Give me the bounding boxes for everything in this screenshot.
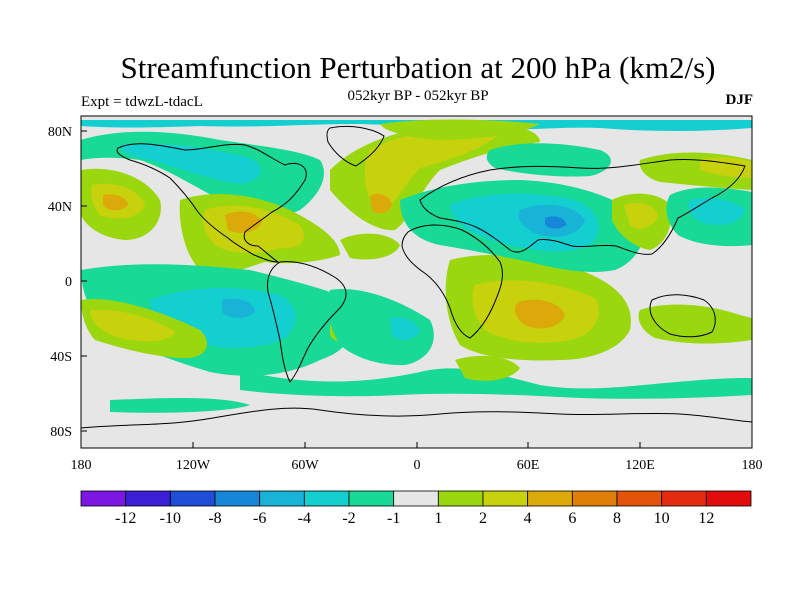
contour-fill: [81, 116, 752, 448]
negative-region: [327, 289, 434, 366]
lon-axis: 180 120W 60W 0 60E 120E 180: [71, 442, 763, 473]
positive-region: [103, 194, 128, 211]
negative-region: [390, 317, 420, 340]
colorbar-label: 4: [524, 510, 532, 527]
lat-label: 40N: [48, 200, 72, 215]
colorbar-swatch: [705, 490, 752, 507]
colorbar-swatch: [616, 490, 663, 507]
colorbar-swatch: [125, 490, 171, 507]
positive-region: [455, 355, 520, 381]
positive-region: [225, 211, 262, 233]
colorbar-swatch: [482, 490, 529, 507]
positive-region: [514, 299, 565, 329]
colorbar-swatch: [303, 490, 350, 507]
colorbar-label: 1: [434, 510, 442, 527]
negative-region: [222, 298, 255, 318]
lon-label: 120W: [176, 458, 211, 473]
lon-label: 0: [414, 458, 421, 473]
colorbar-label: -4: [298, 510, 311, 527]
lon-label: 60E: [517, 458, 540, 473]
southern-band: [110, 397, 250, 413]
coastline-africa: [401, 224, 503, 339]
coastlines: [81, 125, 752, 429]
colorbar-swatch: [348, 490, 395, 507]
positive-region: [380, 119, 540, 140]
lat-label: 0: [65, 275, 72, 290]
colorbar-swatch: [80, 490, 127, 507]
colorbar: -12 -10 -8 -6 -4 -2 -1 1 2 4 6 8 10 12: [80, 490, 752, 527]
season-label: DJF: [725, 92, 754, 108]
chart-title: Streamfunction Perturbation at 200 hPa (…: [120, 50, 716, 85]
positive-region: [624, 203, 658, 229]
lon-label: 180: [71, 458, 92, 473]
arctic-band: [81, 120, 752, 131]
lon-label: 180: [742, 458, 763, 473]
colorbar-label: -2: [342, 510, 355, 527]
lat-label: 80S: [50, 425, 72, 440]
colorbar-swatch: [169, 490, 216, 507]
colorbar-label: 6: [568, 510, 576, 527]
colorbar-label: 12: [698, 510, 714, 527]
positive-region: [90, 309, 175, 342]
lon-label: 60W: [291, 458, 319, 473]
lat-label: 40S: [50, 350, 72, 365]
colorbar-label: -12: [115, 510, 136, 527]
coastline-antarctica: [81, 407, 752, 429]
lat-label: 80N: [48, 125, 72, 140]
lat-axis: 80N 40N 0 40S 80S: [48, 125, 87, 440]
colorbar-swatch: [661, 490, 707, 507]
colorbar-swatch: [571, 490, 618, 507]
colorbar-swatch: [214, 490, 261, 507]
colorbar-label: -1: [387, 510, 400, 527]
experiment-label: Expt = tdwzL-tdacL: [81, 94, 203, 110]
colorbar-swatch: [393, 490, 439, 507]
coastline-australia: [649, 294, 716, 338]
colorbar-swatch: [527, 490, 573, 507]
colorbar-swatch: [259, 490, 305, 507]
positive-region: [700, 157, 752, 178]
chart-subtitle: 052kyr BP - 052kyr BP: [347, 88, 489, 104]
coastline-south-america: [267, 261, 347, 383]
colorbar-swatch: [437, 490, 484, 507]
colorbar-label: -6: [253, 510, 266, 527]
negative-region: [545, 216, 566, 229]
colorbar-label: 2: [479, 510, 487, 527]
colorbar-label: -10: [160, 510, 181, 527]
coastline-greenland: [326, 125, 385, 167]
negative-region: [120, 143, 261, 184]
positive-region: [364, 131, 500, 212]
colorbar-label: -8: [208, 510, 221, 527]
lon-label: 120E: [625, 458, 655, 473]
positive-region: [370, 193, 392, 214]
positive-region: [340, 233, 400, 260]
southern-band: [240, 368, 752, 399]
colorbar-label: 10: [654, 510, 670, 527]
coastline-north-america: [116, 143, 307, 263]
positive-region: [638, 304, 752, 344]
coastline-eurasia: [419, 158, 746, 255]
colorbar-label: 8: [613, 510, 621, 527]
negative-region: [688, 198, 745, 225]
